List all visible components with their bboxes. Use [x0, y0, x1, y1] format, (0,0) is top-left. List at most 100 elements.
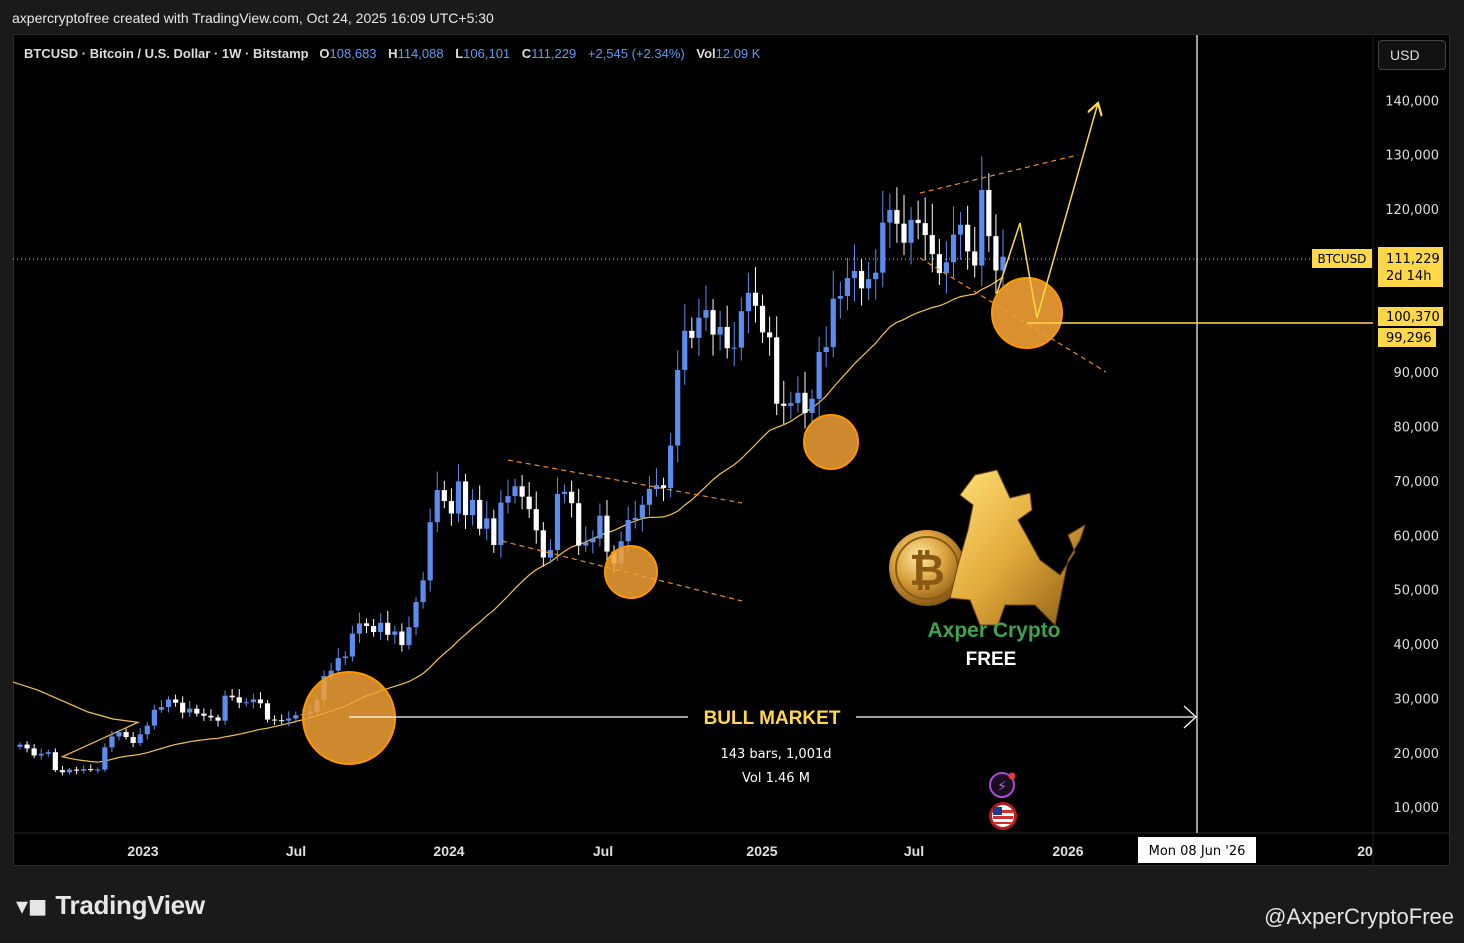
- y-tick-label: 30,000: [1394, 692, 1440, 707]
- candle-body: [378, 622, 384, 633]
- y-tick-label: 120,000: [1385, 203, 1439, 218]
- candle-body: [993, 236, 999, 271]
- candle-body: [929, 235, 935, 255]
- us-flag-event-icon[interactable]: [989, 802, 1017, 830]
- candle-body: [335, 658, 341, 671]
- candle-body: [689, 330, 695, 338]
- chart-panel[interactable]: [13, 34, 1450, 866]
- lightning-event-icon[interactable]: ⚡: [989, 772, 1016, 798]
- axper-crypto-logo: ₿ Axper Crypto FREE: [889, 469, 1086, 670]
- candle-body: [795, 392, 801, 404]
- close-label: C: [521, 46, 532, 61]
- support-circle-2024: [604, 545, 658, 599]
- candle-body: [116, 732, 122, 737]
- ma-price-tag: 99,296: [1378, 328, 1436, 347]
- candle-body: [788, 403, 794, 406]
- y-tick-label: 90,000: [1394, 366, 1440, 381]
- candle-body: [668, 445, 674, 488]
- candle-body: [660, 485, 667, 488]
- support-circle-2025: [803, 414, 859, 470]
- candle-body: [38, 753, 44, 756]
- candle-body: [356, 623, 363, 634]
- candle-body: [717, 326, 723, 335]
- tradingview-logo[interactable]: ▾◼ TradingView: [16, 890, 205, 921]
- candle-body: [271, 719, 278, 721]
- y-axis[interactable]: 140,000 130,000 120,000 90,000 80,000 70,000 6…: [1385, 94, 1439, 816]
- volume-value: 12.09 K: [715, 46, 761, 61]
- change-value: +2,545 (+2.34%): [587, 46, 685, 61]
- x-tick-label: 2025: [746, 843, 777, 859]
- y-tick-label: 70,000: [1394, 475, 1440, 490]
- candle-body: [130, 736, 136, 743]
- candle-body: [165, 699, 172, 708]
- candle-body: [710, 310, 716, 335]
- x-axis[interactable]: 2023 Jul 2024 Jul 2025 Jul 2026 20: [127, 843, 1373, 859]
- chart-credit: axpercryptofree created with TradingView…: [12, 10, 494, 26]
- candle-body: [844, 278, 851, 296]
- open-label: O: [319, 46, 330, 61]
- range-bars-label: 143 bars, 1,001d: [720, 747, 831, 762]
- svg-text:99,296: 99,296: [1386, 331, 1432, 346]
- candle-body: [915, 219, 921, 224]
- candle-body: [519, 486, 525, 497]
- candle-body: [257, 699, 264, 704]
- currency-button[interactable]: USD: [1378, 40, 1446, 70]
- candle-body: [675, 369, 681, 446]
- channel-upper-2024: [507, 459, 743, 504]
- candle-body: [413, 602, 419, 628]
- candle-body: [420, 580, 426, 603]
- x-tick-label: 2026: [1052, 843, 1083, 859]
- candle-body: [731, 347, 737, 349]
- candle-body: [349, 633, 355, 657]
- moving-average-line: [12, 276, 1004, 763]
- candle-body: [752, 292, 759, 306]
- candle-body: [151, 709, 157, 726]
- candle-body: [137, 734, 143, 743]
- svg-text:100,370: 100,370: [1386, 310, 1440, 325]
- candle-body: [908, 219, 914, 243]
- candle-body: [279, 720, 285, 722]
- candle-body: [81, 769, 87, 771]
- candle-body: [406, 627, 412, 646]
- svg-text:₿: ₿: [909, 545, 945, 596]
- low-value: 106,101: [463, 46, 511, 61]
- bull-market-range: BULL MARKET 143 bars, 1,001d Vol 1.46 M: [349, 705, 1197, 786]
- candle-body: [484, 518, 490, 529]
- candle-body: [208, 715, 214, 718]
- candle-body: [73, 769, 80, 771]
- watermark-line2: FREE: [966, 649, 1017, 670]
- close-value: 111,229: [531, 46, 577, 61]
- y-tick-label: 80,000: [1394, 421, 1440, 436]
- x-tick-label: 2023: [127, 843, 158, 859]
- candle-body: [646, 489, 653, 505]
- candle-body: [95, 769, 101, 771]
- candle-body: [441, 490, 447, 501]
- chart-legend: BTCUSD · Bitcoin / U.S. Dollar · 1W · Bi…: [24, 46, 768, 61]
- candle-body: [505, 496, 511, 503]
- channel-upper-2025: [919, 154, 1079, 194]
- candle-body: [264, 703, 271, 720]
- author-handle: @AxperCryptoFree: [1264, 904, 1454, 929]
- x-tick-label: 20: [1357, 843, 1373, 859]
- candle-body: [109, 736, 115, 748]
- candle-body: [724, 326, 730, 349]
- candle-body: [639, 504, 645, 518]
- svg-text:⚡: ⚡: [997, 779, 1007, 795]
- candles: [17, 156, 1006, 776]
- candle-body: [979, 189, 985, 266]
- low-label: L: [455, 46, 464, 61]
- current-price-tag: 111,229 2d 14h: [1378, 247, 1443, 287]
- candle-body: [703, 310, 709, 318]
- y-tick-label: 130,000: [1385, 149, 1439, 164]
- candle-body: [851, 270, 858, 279]
- candle-body: [385, 622, 391, 635]
- candle-body: [604, 515, 610, 552]
- y-tick-label: 40,000: [1394, 638, 1440, 653]
- candle-body: [950, 234, 957, 263]
- crosshair-date-tag: Mon 08 Jun '26: [1138, 837, 1256, 863]
- candle-body: [392, 631, 398, 635]
- candle-body: [858, 270, 865, 289]
- candle-body: [144, 725, 150, 735]
- tradingview-wordmark: TradingView: [55, 890, 205, 920]
